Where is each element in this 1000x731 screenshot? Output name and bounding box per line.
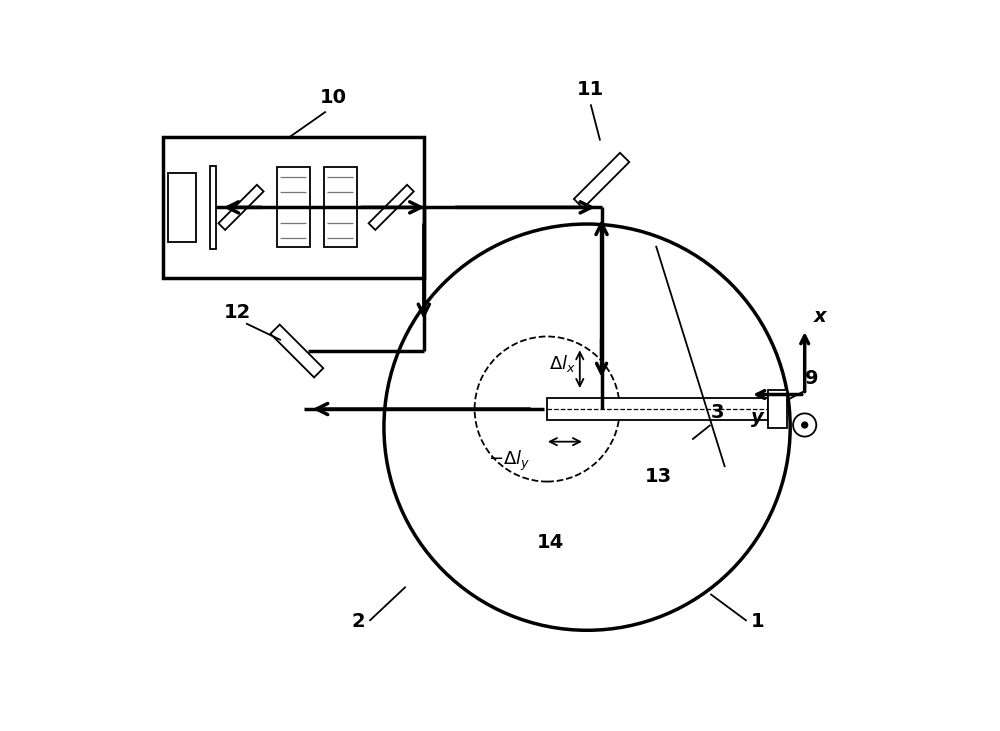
Polygon shape — [574, 153, 629, 208]
Bar — [168, 173, 196, 242]
Text: 13: 13 — [645, 466, 672, 485]
Text: 9: 9 — [805, 369, 819, 388]
Text: 14: 14 — [537, 534, 564, 553]
Text: $\Delta l_x$: $\Delta l_x$ — [549, 353, 576, 374]
Text: 3: 3 — [711, 403, 724, 422]
Bar — [210, 166, 216, 249]
Polygon shape — [218, 185, 264, 230]
Text: 1: 1 — [751, 612, 764, 631]
Text: $-\Delta l_y$: $-\Delta l_y$ — [488, 449, 530, 473]
Circle shape — [801, 421, 808, 428]
Text: 12: 12 — [224, 303, 251, 322]
Bar — [324, 167, 357, 247]
Bar — [547, 398, 768, 420]
Text: 11: 11 — [576, 80, 604, 99]
Bar — [163, 137, 424, 279]
Text: $\boldsymbol{y}$: $\boldsymbol{y}$ — [750, 411, 765, 430]
Text: $\boldsymbol{x}$: $\boldsymbol{x}$ — [813, 306, 829, 325]
Polygon shape — [369, 185, 414, 230]
Polygon shape — [270, 325, 323, 377]
Bar — [277, 167, 310, 247]
Bar — [768, 390, 787, 428]
Text: 10: 10 — [320, 88, 347, 107]
Text: 2: 2 — [352, 612, 365, 631]
